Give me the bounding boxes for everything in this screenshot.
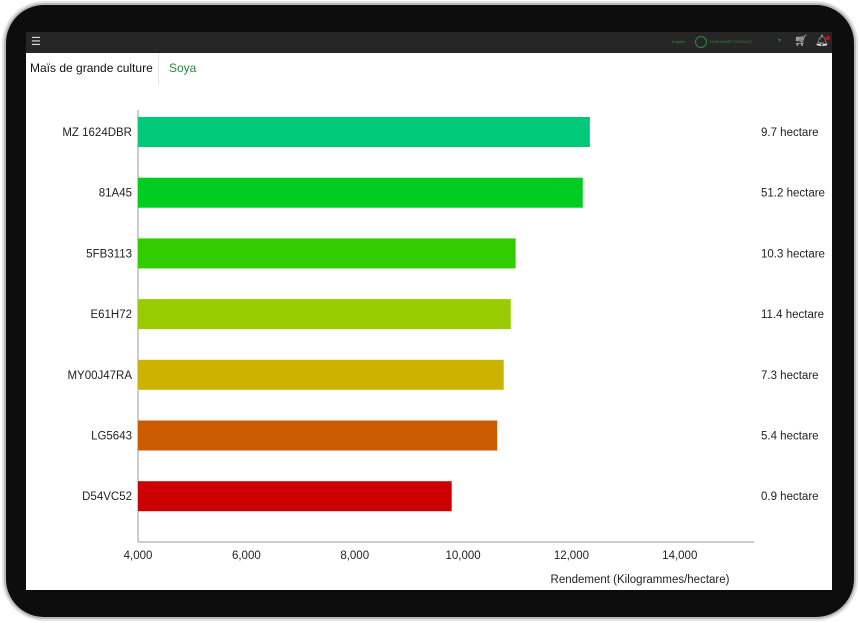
area-annotation: 10.3 hectare bbox=[761, 248, 825, 260]
tab-soya[interactable]: Soya bbox=[169, 61, 197, 75]
crop-tabs: Maïs de grande culture Soya bbox=[26, 53, 832, 85]
x-tick-label: 8,000 bbox=[340, 550, 369, 562]
x-axis-title: Rendement (Kilogrammes/hectare) bbox=[551, 574, 730, 586]
x-tick-label: 12,000 bbox=[554, 550, 589, 562]
area-annotation: 0.9 hectare bbox=[761, 491, 819, 503]
category-label: MZ 1624DBR bbox=[62, 127, 132, 139]
top-bar: ☰ English NOM NAME CONTACT ▾ 🛒︎ 🔔︎ bbox=[26, 32, 832, 53]
bar[interactable] bbox=[138, 238, 516, 269]
tab-divider bbox=[158, 53, 159, 85]
bar[interactable] bbox=[138, 299, 511, 330]
notification-dot bbox=[825, 36, 830, 40]
category-label: 5FB3113 bbox=[86, 248, 132, 260]
category-label: MY00J47RA bbox=[67, 370, 132, 382]
area-annotation: 7.3 hectare bbox=[761, 370, 819, 382]
avatar-icon[interactable] bbox=[695, 36, 707, 48]
bar[interactable] bbox=[138, 420, 498, 451]
x-tick-label: 14,000 bbox=[662, 550, 697, 562]
area-annotation: 9.7 hectare bbox=[761, 127, 819, 139]
bar[interactable] bbox=[138, 481, 452, 512]
tab-mais[interactable]: Maïs de grande culture bbox=[30, 61, 153, 75]
area-annotation: 11.4 hectare bbox=[761, 309, 824, 321]
chevron-down-icon[interactable]: ▾ bbox=[778, 38, 782, 44]
user-name[interactable]: NOM NAME CONTACT bbox=[710, 39, 753, 44]
bar[interactable] bbox=[138, 359, 504, 390]
area-annotation: 51.2 hectare bbox=[761, 188, 825, 200]
hamburger-icon[interactable]: ☰ bbox=[31, 36, 41, 48]
x-tick-label: 10,000 bbox=[445, 550, 480, 562]
bar[interactable] bbox=[138, 177, 583, 208]
language-selector[interactable]: English bbox=[672, 39, 686, 44]
bar[interactable] bbox=[138, 117, 590, 147]
x-tick-label: 4,000 bbox=[124, 550, 153, 562]
category-label: LG5643 bbox=[91, 431, 132, 443]
bell-icon[interactable]: 🔔︎ bbox=[815, 35, 830, 47]
category-label: 81A45 bbox=[99, 188, 132, 200]
category-label: E61H72 bbox=[90, 309, 132, 321]
category-label: D54VC52 bbox=[82, 491, 132, 503]
area-annotation: 5.4 hectare bbox=[761, 431, 819, 443]
cart-icon[interactable]: 🛒︎ bbox=[794, 35, 808, 47]
x-tick-label: 6,000 bbox=[232, 550, 261, 562]
